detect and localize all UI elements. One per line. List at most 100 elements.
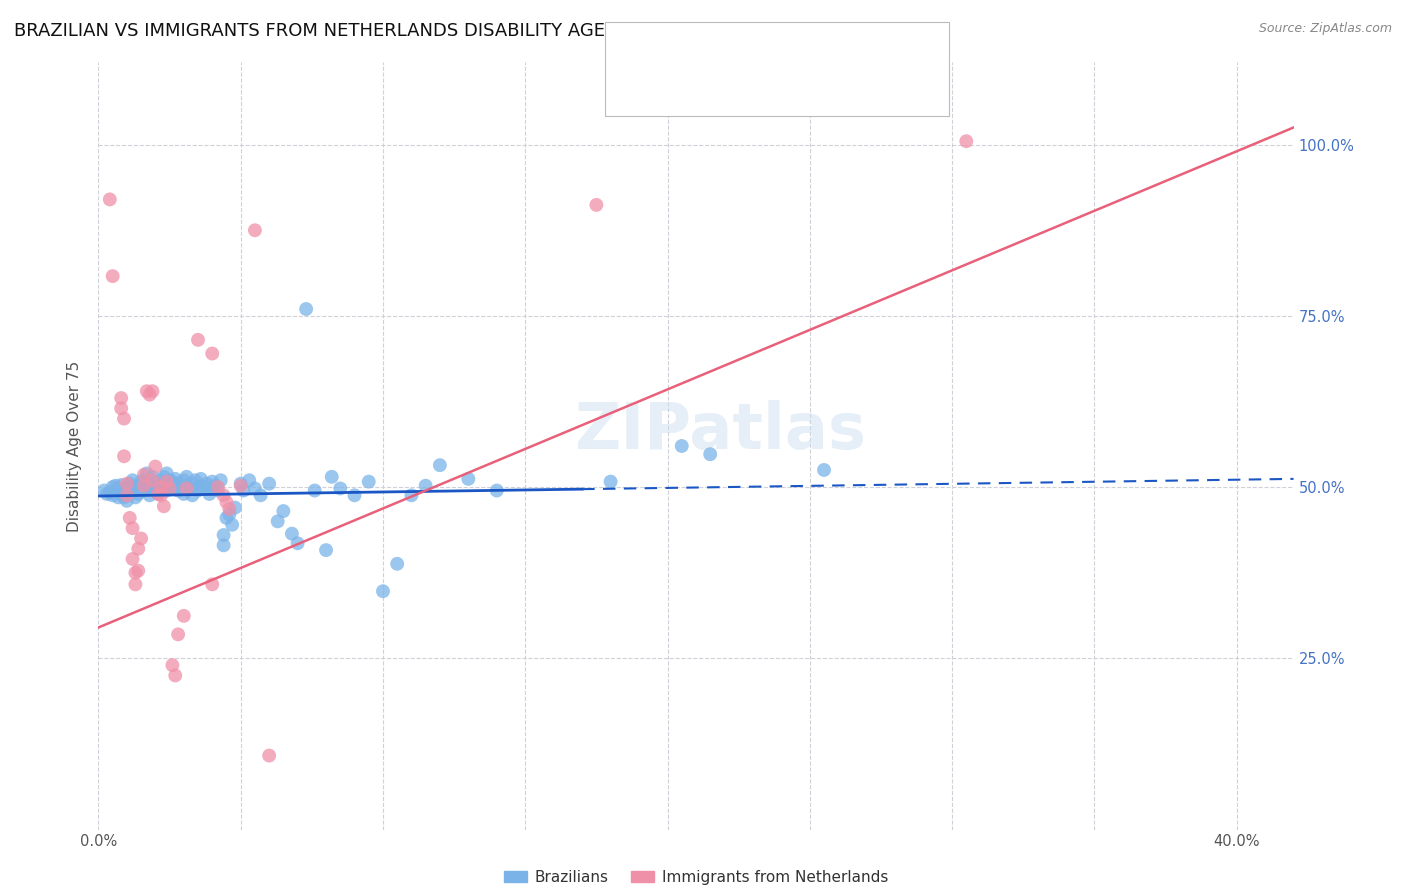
Point xyxy=(121,521,143,535)
Point xyxy=(148,480,170,494)
Point xyxy=(955,134,977,148)
Point xyxy=(167,627,190,641)
Point xyxy=(110,487,132,501)
Point xyxy=(115,493,138,508)
Point xyxy=(257,748,280,763)
Point xyxy=(148,487,170,501)
Point xyxy=(267,514,290,528)
Point xyxy=(156,467,179,481)
Point xyxy=(141,473,163,487)
Point xyxy=(107,482,129,496)
Point xyxy=(121,552,143,566)
Point xyxy=(249,488,271,502)
Point xyxy=(132,467,155,482)
Point xyxy=(176,470,198,484)
Point xyxy=(132,483,155,498)
Point xyxy=(141,479,163,493)
Point xyxy=(218,502,240,516)
Text: Source: ZipAtlas.com: Source: ZipAtlas.com xyxy=(1258,22,1392,36)
Point xyxy=(124,491,146,505)
Point xyxy=(229,479,252,493)
Point xyxy=(457,472,479,486)
Point xyxy=(118,511,141,525)
Point xyxy=(159,482,181,496)
Text: N =: N = xyxy=(800,81,834,96)
Point xyxy=(329,482,352,496)
Point xyxy=(201,482,224,496)
Point xyxy=(104,479,127,493)
Point xyxy=(121,480,143,494)
Point xyxy=(110,478,132,492)
Point xyxy=(321,470,343,484)
Point xyxy=(181,488,204,502)
Point xyxy=(156,483,179,498)
Point xyxy=(813,463,835,477)
Point xyxy=(153,500,176,514)
Point xyxy=(112,491,135,505)
Point xyxy=(215,495,238,509)
Point xyxy=(110,391,132,405)
Point xyxy=(112,411,135,425)
Point xyxy=(204,479,226,493)
Point xyxy=(127,564,149,578)
Point xyxy=(385,557,409,571)
Point xyxy=(165,472,187,486)
Point xyxy=(104,483,127,498)
Point xyxy=(415,479,437,493)
Point xyxy=(150,488,173,502)
Point xyxy=(101,269,124,284)
Point xyxy=(141,470,163,484)
Legend: Brazilians, Immigrants from Netherlands: Brazilians, Immigrants from Netherlands xyxy=(498,863,894,891)
Point xyxy=(141,384,163,399)
Point xyxy=(209,473,232,487)
Point xyxy=(238,473,260,487)
Point xyxy=(156,475,179,489)
Point xyxy=(170,480,193,494)
Point xyxy=(138,476,160,491)
Point xyxy=(207,483,229,498)
Point xyxy=(135,384,157,399)
Point xyxy=(93,483,115,498)
Point xyxy=(148,487,170,501)
Point xyxy=(195,476,218,491)
Point xyxy=(229,476,252,491)
Text: BRAZILIAN VS IMMIGRANTS FROM NETHERLANDS DISABILITY AGE OVER 75 CORRELATION CHAR: BRAZILIAN VS IMMIGRANTS FROM NETHERLANDS… xyxy=(14,22,890,40)
Point xyxy=(585,198,607,212)
Point xyxy=(281,526,304,541)
Text: R =: R = xyxy=(675,81,707,96)
Point xyxy=(127,541,149,556)
Text: N =: N = xyxy=(800,42,834,57)
Point xyxy=(159,473,181,487)
Point xyxy=(273,504,295,518)
Point xyxy=(153,476,176,491)
Point xyxy=(599,475,621,489)
Point xyxy=(343,488,366,502)
Point xyxy=(429,458,451,473)
Text: ZIPatlas: ZIPatlas xyxy=(574,400,866,462)
Point xyxy=(165,482,187,496)
Point xyxy=(173,487,195,501)
Point xyxy=(132,473,155,487)
Point xyxy=(129,475,152,489)
Point xyxy=(201,475,224,489)
Point xyxy=(107,491,129,505)
Point xyxy=(201,346,224,360)
Point xyxy=(167,483,190,498)
Point xyxy=(401,488,423,502)
Bar xyxy=(621,76,665,102)
Point xyxy=(162,658,184,673)
Point xyxy=(112,483,135,498)
Point xyxy=(96,487,118,501)
Point xyxy=(212,528,235,542)
Point xyxy=(150,480,173,494)
Bar xyxy=(621,37,665,62)
Point xyxy=(304,483,326,498)
Point xyxy=(165,668,187,682)
Point xyxy=(207,480,229,494)
Point xyxy=(121,473,143,487)
Point xyxy=(132,479,155,493)
Point xyxy=(138,488,160,502)
Point xyxy=(162,475,184,489)
Point xyxy=(371,584,394,599)
Point xyxy=(218,508,240,522)
